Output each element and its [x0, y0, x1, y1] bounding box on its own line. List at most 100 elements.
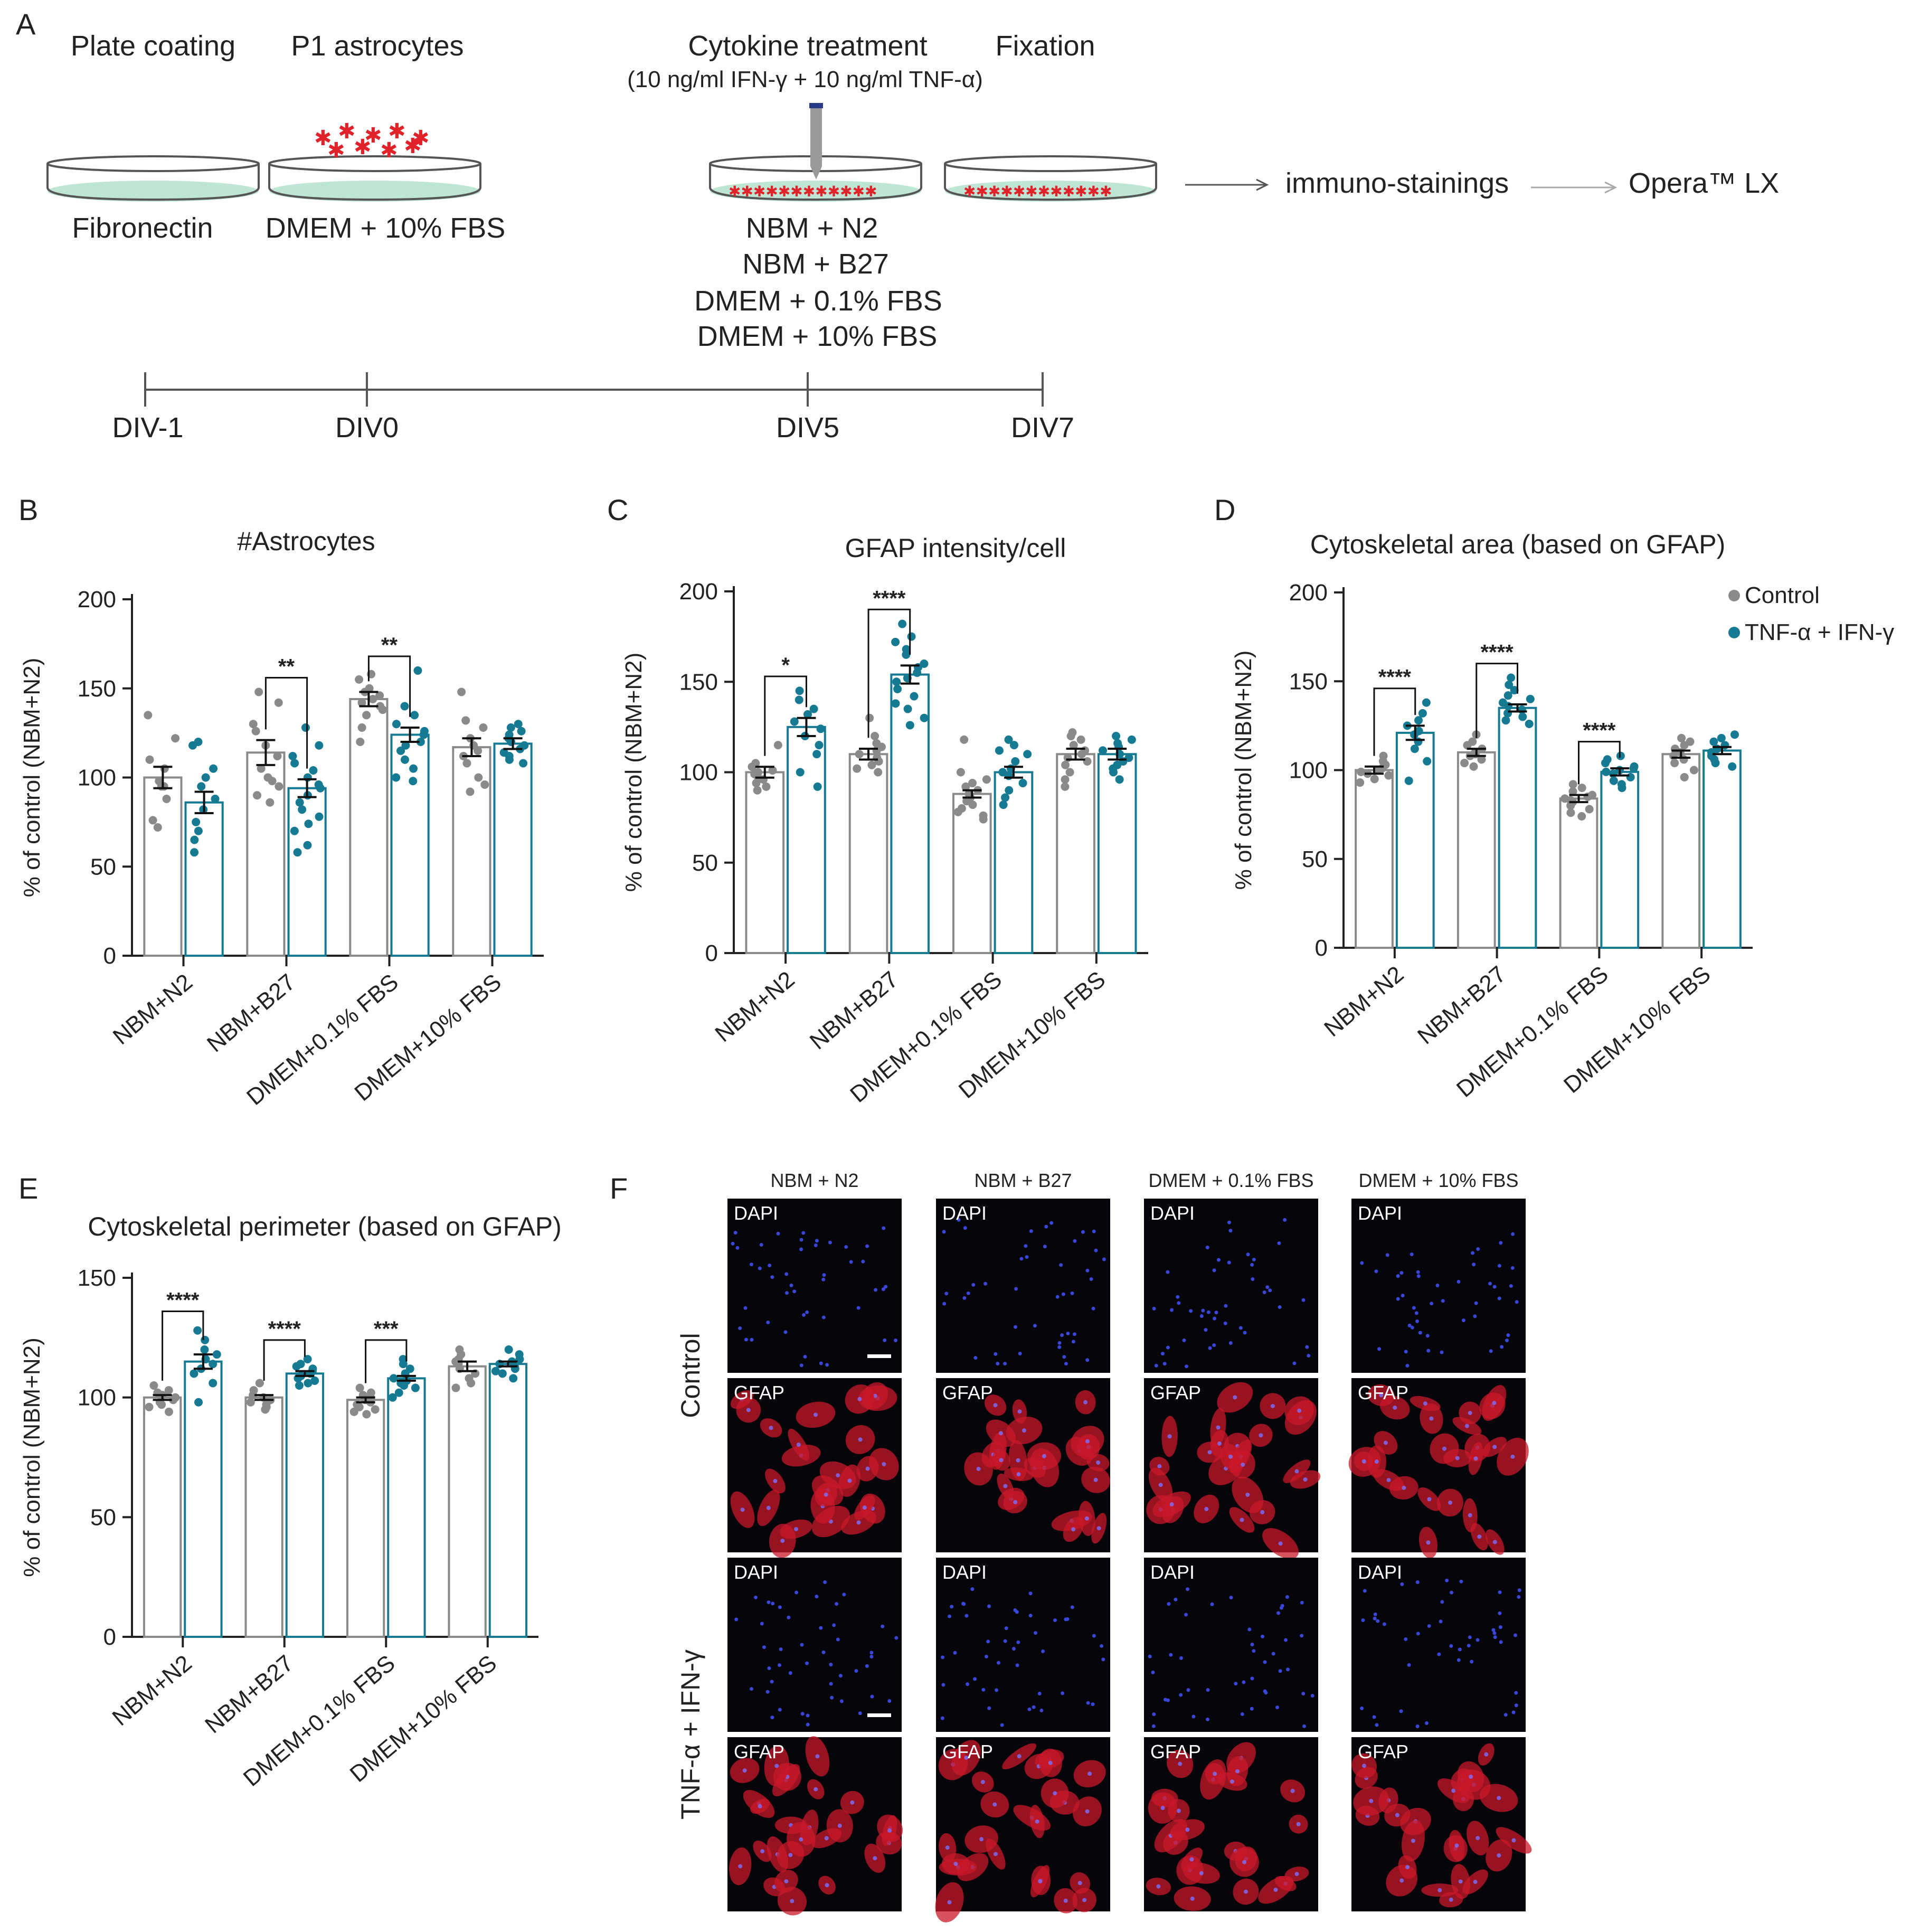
nucleus: [973, 1677, 977, 1681]
significance-label: **: [381, 634, 398, 657]
step-cytokine-treatment: Cytokine treatment: [688, 30, 927, 62]
data-point: [1061, 782, 1070, 791]
nucleus: [825, 1883, 829, 1888]
significance-bracket: [1578, 741, 1621, 785]
nucleus: [966, 1291, 970, 1295]
nucleus: [800, 1643, 804, 1647]
medium-fibronectin: Fibronectin: [72, 212, 213, 244]
micro-image: [1144, 1558, 1318, 1732]
data-point: [812, 750, 821, 759]
nucleus: [1396, 1274, 1400, 1278]
data-point: [1077, 750, 1086, 759]
data-point: [188, 741, 197, 750]
nucleus: [744, 1337, 748, 1342]
panel-c-chart: C GFAP intensity/cell 0 50 100 150 200 % of co…: [607, 493, 1148, 1108]
data-point: [1505, 680, 1514, 689]
nucleus: [887, 1828, 892, 1833]
nucleus: [767, 1600, 771, 1605]
nucleus: [1469, 1774, 1473, 1779]
nucleus: [1412, 1306, 1416, 1310]
nucleus: [1473, 1880, 1478, 1884]
bar: [488, 1363, 528, 1638]
significance-label: ***: [374, 1317, 399, 1341]
nucleus: [1016, 1640, 1020, 1644]
nucleus: [759, 1243, 763, 1247]
nucleus: [1205, 1246, 1209, 1250]
nucleus: [1414, 1311, 1418, 1315]
data-point: [268, 777, 277, 786]
nucleus: [1096, 1460, 1101, 1465]
data-point: [514, 720, 523, 729]
data-point: [907, 632, 916, 641]
y-tick-label: 0: [103, 1624, 116, 1650]
micro-channel-label: GFAP: [942, 1741, 993, 1763]
nucleus: [1261, 1634, 1265, 1638]
micro-cells: [734, 1580, 898, 1727]
data-point: [1469, 762, 1478, 771]
nucleus: [802, 1313, 806, 1317]
nucleus: [1510, 1266, 1515, 1270]
nucleus: [1241, 1462, 1245, 1467]
nucleus: [829, 1682, 833, 1686]
nucleus: [819, 1626, 823, 1630]
nucleus: [1505, 1339, 1509, 1343]
data-point: [209, 1379, 217, 1388]
nucleus: [1416, 1632, 1420, 1636]
y-tick-label: 100: [78, 1385, 116, 1411]
nucleus: [1407, 1323, 1412, 1327]
nucleus: [821, 1315, 826, 1320]
micro-image: [936, 1558, 1110, 1732]
data-point: [898, 619, 907, 628]
data-point: [410, 711, 419, 720]
data-point: [1010, 741, 1019, 750]
nucleus: [1373, 1616, 1377, 1620]
nucleus: [787, 1615, 791, 1619]
nucleus: [1085, 1439, 1090, 1444]
bar: [387, 1377, 426, 1638]
nucleus: [1039, 1708, 1044, 1712]
y-tick-label: 150: [679, 669, 718, 695]
nucleus: [760, 1622, 764, 1626]
nucleus: [1454, 1843, 1459, 1848]
data-point: [310, 1376, 319, 1385]
data-point: [1099, 746, 1108, 755]
nucleus: [1252, 1649, 1256, 1653]
nucleus: [1167, 1602, 1171, 1606]
micro-cells: [940, 1587, 1105, 1727]
nucleus: [1362, 1764, 1367, 1768]
data-point: [356, 738, 365, 746]
nucleus: [1003, 1484, 1008, 1488]
nucleus: [1373, 1612, 1377, 1616]
data-point: [315, 741, 324, 750]
nucleus: [1208, 1346, 1212, 1350]
nucleus: [1199, 1871, 1204, 1876]
nucleus: [1062, 1355, 1066, 1359]
nucleus: [1374, 1459, 1379, 1464]
nucleus: [1033, 1631, 1037, 1635]
bar: [244, 1396, 283, 1638]
nucleus: [1410, 1252, 1414, 1257]
nucleus: [1510, 1454, 1515, 1459]
nucleus: [1250, 1707, 1254, 1711]
timeline-div0: DIV0: [335, 412, 399, 444]
y-tick-label: 100: [78, 765, 116, 791]
nucleus: [1064, 1362, 1068, 1366]
nucleus: [1271, 1652, 1275, 1656]
nucleus: [1093, 1477, 1098, 1482]
x-tick-label: NBM+B27: [200, 1650, 298, 1738]
nucleus: [740, 1507, 745, 1512]
bar: [184, 801, 224, 957]
nucleus: [1041, 1649, 1045, 1653]
data-point: [1018, 779, 1027, 788]
micro-cells: [1351, 1743, 1532, 1908]
nucleus: [1043, 1245, 1047, 1249]
nucleus: [1361, 1459, 1366, 1464]
data-point: [355, 1383, 364, 1392]
nucleus: [881, 1624, 885, 1628]
nucleus: [1017, 1409, 1022, 1414]
nucleus: [1063, 1898, 1068, 1903]
y-axis-label: % of control (NBM+N2): [19, 1337, 45, 1577]
nucleus: [774, 1764, 779, 1768]
nucleus: [1440, 1350, 1444, 1354]
data-point: [304, 1379, 313, 1388]
